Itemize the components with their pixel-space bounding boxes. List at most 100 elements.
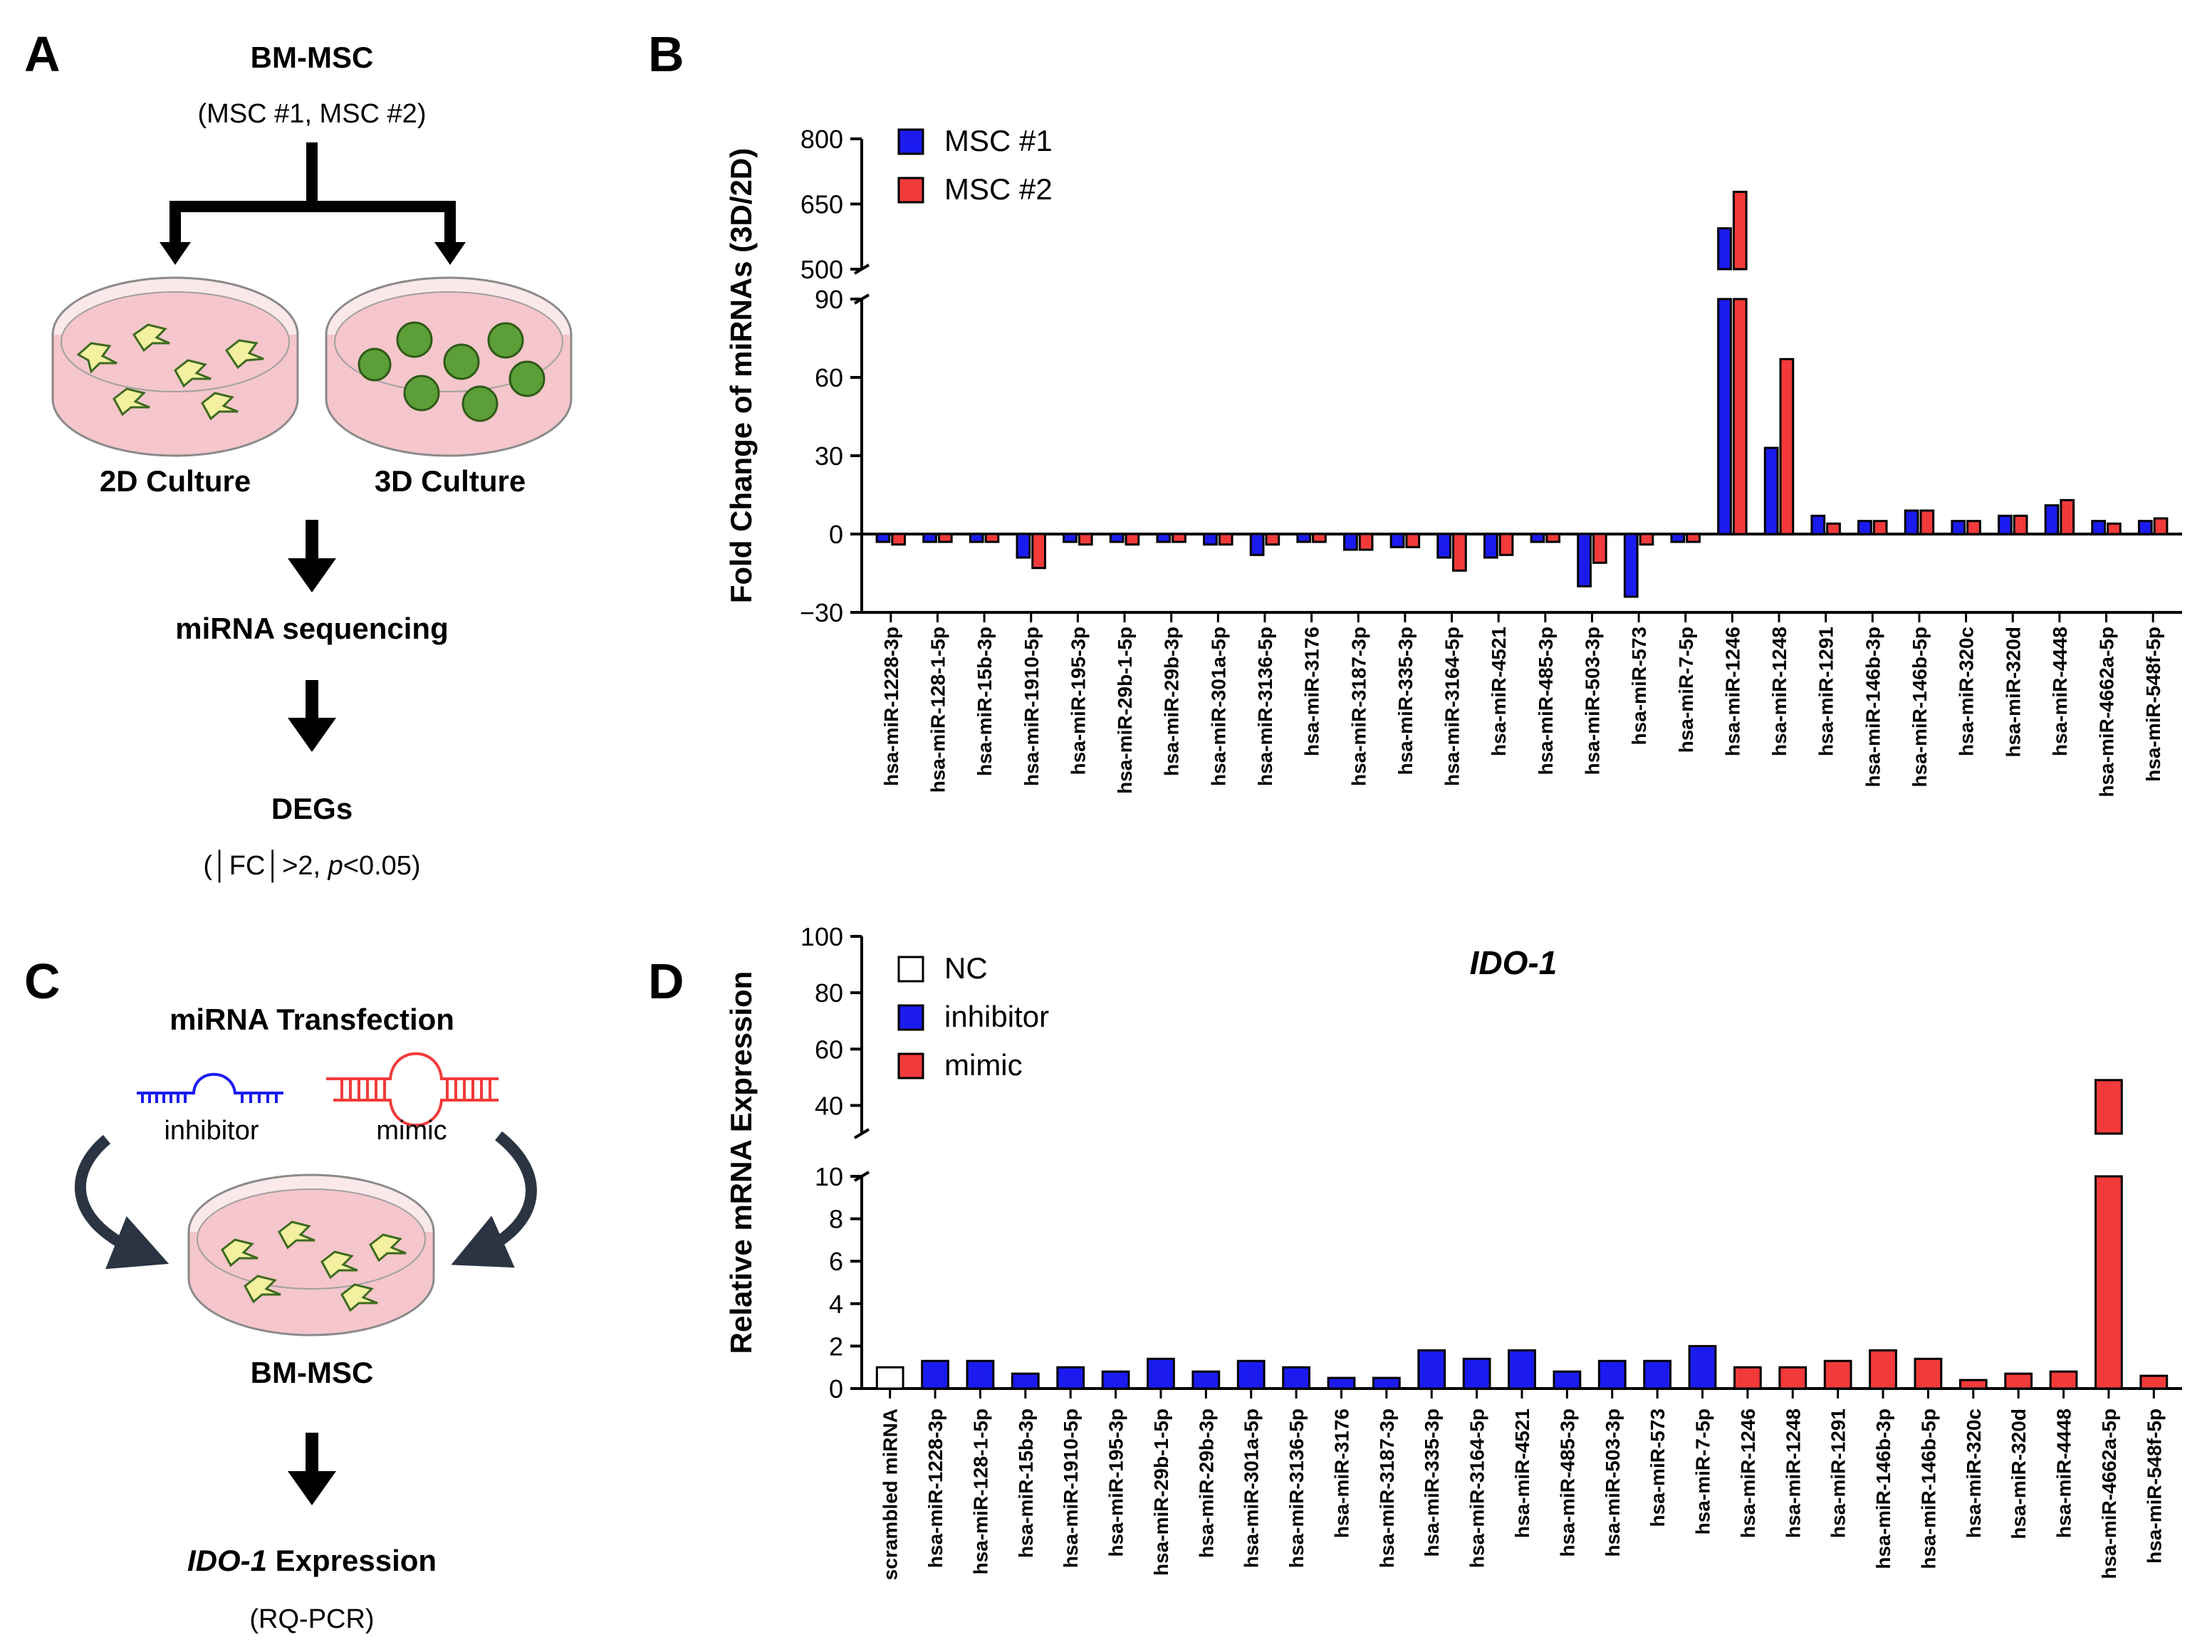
bar-msc1 [1249,533,1265,556]
legend-label: inhibitor [944,1000,1049,1033]
y-tick-label: 4 [829,1290,843,1319]
y-tick-label: 650 [800,190,843,219]
y-tick-label: 30 [815,441,843,471]
degs-criteria: (│FC│>2, p<0.05) [203,849,420,883]
bar-msc1 [875,533,891,543]
x-tick-label: hsa-miR-3187-3p [1376,1408,1398,1568]
x-tick-label: hsa-miR-485-3p [1535,627,1557,775]
x-tick-label: hsa-miR-146b-5p [1909,627,1931,788]
bar-inhibitor [1553,1370,1582,1390]
x-tick-label: hsa-miR-573 [1647,1408,1669,1527]
y-tick-label: 80 [815,978,843,1008]
y-tick-label: 500 [800,255,843,284]
y-tick-label: 0 [829,1374,843,1403]
x-tick-label: hsa-miR-485-3p [1556,1408,1578,1557]
y-tick-label: 0 [829,520,843,549]
x-tick-label: hsa-miR-503-3p [1581,627,1603,775]
x-tick-label: hsa-miR-3136-5p [1285,1408,1308,1568]
x-tick-label: hsa-miR-3187-3p [1347,627,1370,786]
x-tick-label: hsa-miR-1910-5p [1021,627,1043,786]
bar-msc2 [1639,533,1654,546]
bar-msc1 [1577,533,1592,587]
bar-msc2 [1732,298,1748,535]
bar-msc1 [1810,514,1826,535]
bar-mimic [2004,1372,2033,1390]
y-tick-label: 8 [829,1205,843,1234]
bar-mimic [1733,1366,1762,1390]
x-tick-label: hsa-miR-320d [2008,1408,2030,1539]
x-tick-label: hsa-miR-29b-3p [1195,1408,1217,1558]
x-tick-label: hsa-miR-4662a-5p [2098,1408,2120,1579]
legend-swatch [897,1004,924,1031]
bar-msc2 [1919,509,1935,535]
dish-2d-icon [51,276,299,457]
x-tick-label: hsa-miR-29b-3p [1161,627,1183,776]
bar-msc1 [1717,298,1732,535]
bar-msc2 [1826,522,1841,535]
y-tick-label: 60 [815,363,843,392]
step-degs: DEGs [271,792,353,825]
bar-msc1 [2091,520,2107,535]
y-axis-label: Relative mRNA Expression [724,971,758,1354]
y-tick-label: 800 [800,125,843,154]
down-arrow-a2 [288,680,336,752]
x-tick-label: hsa-miR-195-3p [1105,1408,1127,1557]
bar-inhibitor [1643,1359,1672,1390]
bar-msc2 [1592,533,1607,564]
bar-mimic [2049,1370,2078,1390]
bar-msc1 [2044,504,2060,535]
bar-msc1 [1016,533,1031,559]
y-tick-label: 40 [815,1091,843,1120]
x-tick-label: hsa-miR-320d [2002,627,2024,758]
bar-inhibitor [1372,1376,1401,1390]
bar-msc1 [1763,446,1779,535]
legend-swatch [897,177,924,204]
bar-msc2 [1358,533,1374,551]
x-tick-label: hsa-miR-4662a-5p [2096,627,2118,798]
x-tick-label: hsa-miR-4448 [2053,1408,2075,1538]
bar-inhibitor [1101,1370,1130,1390]
bar-inhibitor [1508,1349,1536,1390]
x-tick-label: hsa-miR-1248 [1782,1408,1804,1538]
bar-msc2 [1732,190,1748,271]
x-tick-label: hsa-miR-320c [1963,1408,1985,1538]
bar-msc1 [1296,533,1312,543]
x-tick-label: hsa-miR-1228-3p [924,1408,946,1568]
bar-msc2 [2107,522,2122,535]
chart-title: IDO-1 [1470,944,1558,981]
y-tick-label: 60 [815,1035,843,1064]
panel-c-title: miRNA Transfection [169,1003,454,1036]
x-tick-label: hsa-miR-3136-5p [1254,627,1276,786]
panel-a: A BM-MSC (MSC #1, MSC #2) [24,26,573,883]
x-tick-label: hsa-miR-15b-3p [1015,1408,1037,1558]
x-tick-label: hsa-miR-503-3p [1602,1408,1624,1557]
curved-arrow-left-icon [74,1134,169,1270]
x-tick-label: hsa-miR-1228-3p [880,627,902,786]
mimic-rna-icon [326,1052,499,1127]
bar-msc2 [1312,533,1327,543]
y-axis-label: Fold Change of miRNAs (3D/2D) [724,148,758,603]
x-tick-label: hsa-miR-146b-3p [1872,1408,1894,1569]
panel-a-subtitle: (MSC #1, MSC #2) [198,99,427,129]
x-tick-label: scrambled miRNA [880,1408,902,1580]
bar-msc2 [2013,514,2028,535]
bar-msc2 [937,533,953,543]
bar-msc2 [1218,533,1233,546]
bar-nc [875,1366,904,1390]
x-tick-label: hsa-miR-3176 [1330,1408,1352,1538]
y-tick-label: −30 [800,598,843,627]
ido1-expression-label: IDO-1 Expression [187,1544,437,1577]
bar-inhibitor [966,1359,995,1390]
x-tick-label: hsa-miR-4521 [1488,627,1510,756]
x-tick-label: hsa-miR-301a-5p [1241,1408,1263,1568]
bar-inhibitor [921,1359,949,1390]
legend-swatch [897,956,924,983]
bar-msc1 [1530,533,1545,543]
x-tick-label: hsa-miR-4448 [2049,627,2071,756]
bar-msc2 [1078,533,1093,546]
panel-letter-b: B [648,26,684,82]
bar-msc1 [1203,533,1218,546]
bar-inhibitor [1417,1349,1446,1390]
x-tick-label: hsa-miR-548f-5p [2142,627,2164,782]
